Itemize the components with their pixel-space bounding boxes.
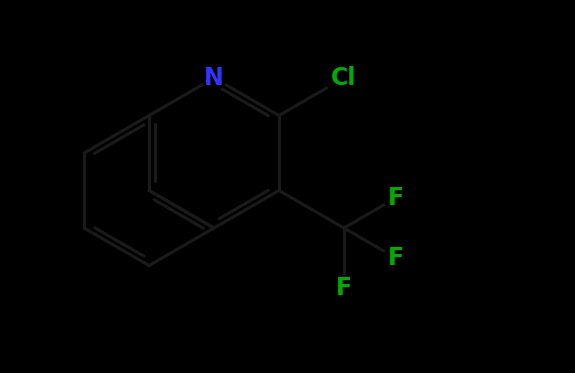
Text: F: F [388,246,404,270]
Circle shape [202,66,226,90]
Circle shape [384,186,408,210]
Circle shape [332,276,356,300]
Text: N: N [204,66,224,90]
Text: Cl: Cl [331,66,356,90]
Text: F: F [388,186,404,210]
Circle shape [326,60,362,96]
Circle shape [384,246,408,270]
Text: F: F [336,276,352,300]
